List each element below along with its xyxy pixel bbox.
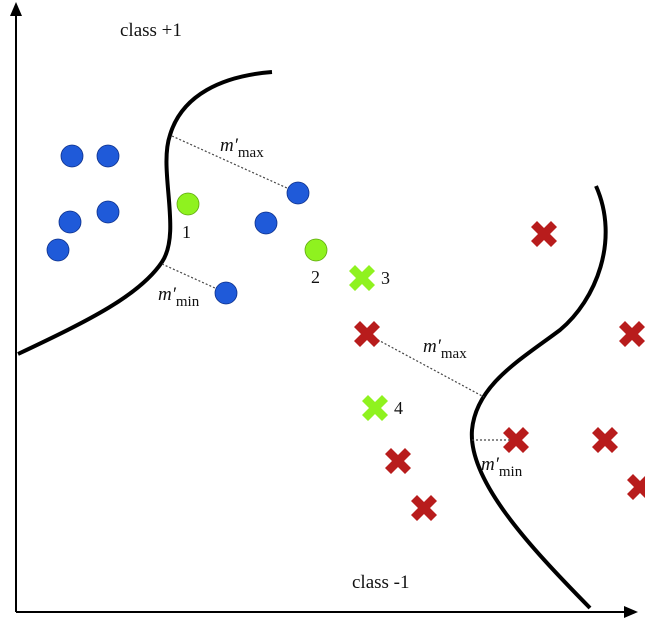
negative-point — [627, 474, 645, 500]
margin-max-top-label: m′max — [220, 135, 264, 161]
margin-lines — [161, 135, 516, 441]
unlabeled-cross-points — [349, 265, 388, 421]
positive-point — [286, 181, 310, 205]
margin-max-top-line — [171, 135, 299, 194]
positive-point — [96, 200, 120, 224]
positive-point — [46, 238, 70, 262]
negative-point — [385, 448, 411, 474]
unlabeled-point-4 — [362, 395, 388, 421]
class-positive-label: class +1 — [120, 20, 182, 41]
class-negative-label: class -1 — [352, 572, 410, 593]
negative-point — [619, 321, 645, 347]
y-axis-arrowhead — [10, 2, 22, 16]
point-4-label: 4 — [394, 398, 403, 418]
point-3-label: 3 — [381, 268, 390, 288]
negative-point — [354, 321, 380, 347]
positive-point — [214, 281, 238, 305]
decision-boundary-positive — [17, 70, 273, 356]
unlabeled-circle-points — [176, 192, 328, 262]
unlabeled-point-3 — [349, 265, 375, 291]
positive-point — [60, 144, 84, 168]
x-axis-arrowhead — [624, 606, 638, 618]
unlabeled-point-1 — [176, 192, 200, 216]
point-2-label: 2 — [311, 267, 320, 287]
positive-point — [58, 210, 82, 234]
negative-point — [531, 221, 557, 247]
negative-point — [503, 427, 529, 453]
negative-point — [411, 495, 437, 521]
negative-point — [592, 427, 618, 453]
decision-boundary-negative — [469, 185, 608, 610]
point-1-label: 1 — [182, 222, 191, 242]
margin-min-bottom-label: m′min — [481, 454, 523, 480]
positive-point — [96, 144, 120, 168]
margin-max-bottom-label: m′max — [423, 336, 467, 362]
unlabeled-point-2 — [304, 238, 328, 262]
positive-point — [254, 211, 278, 235]
positive-points — [46, 144, 310, 305]
axes — [10, 2, 638, 618]
margin-min-top-label: m′min — [158, 284, 200, 310]
